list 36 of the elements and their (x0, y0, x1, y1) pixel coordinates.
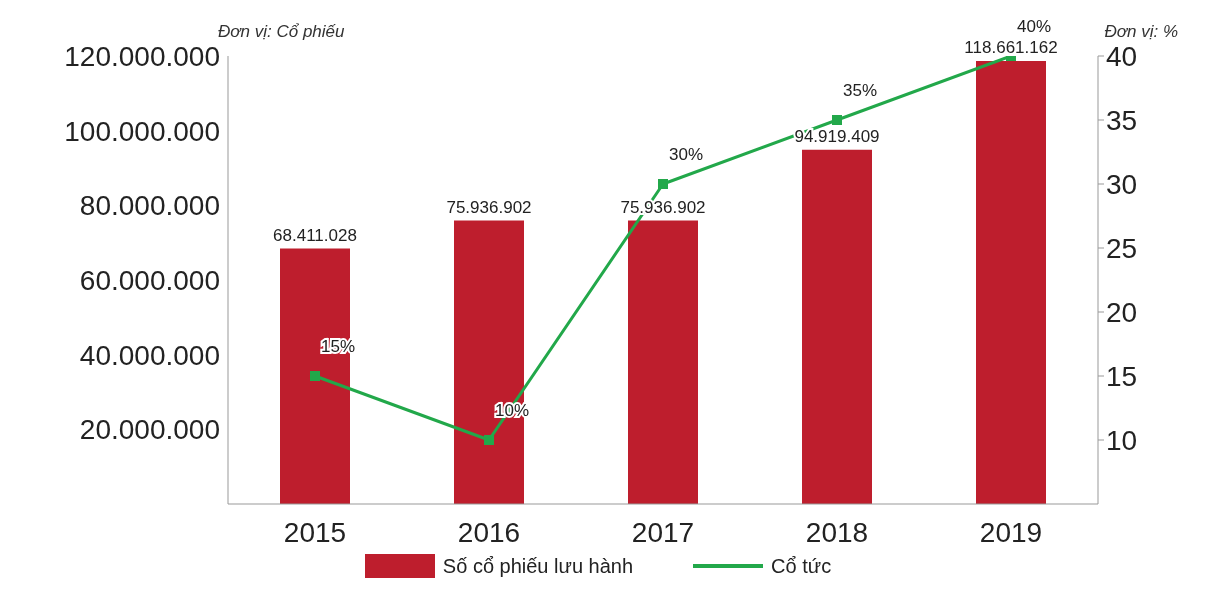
y-tick-label: 60.000.000 (79, 264, 220, 296)
y2-tick-label: 30 (1106, 168, 1138, 200)
data-label: 68.411.028 (273, 225, 357, 245)
bar (628, 220, 698, 504)
point (658, 179, 668, 189)
data-label: 30% (669, 145, 704, 164)
y2-tick-label: 15 (1106, 360, 1138, 392)
bar (802, 149, 872, 504)
data-label: 118.661.162 (964, 38, 1058, 57)
y-axis-title: Đơn vị: Cổ phiếu (218, 22, 345, 42)
y2-axis-title: Đơn vị: % (1104, 22, 1178, 42)
y-tick-label: 40.000.000 (79, 339, 220, 371)
y-tick-label: 80.000.000 (79, 190, 220, 222)
data-label: 75.936.902 (446, 197, 532, 217)
y-tick-label: 20.000.000 (79, 414, 220, 446)
bar (976, 61, 1046, 504)
point (832, 115, 842, 125)
point (484, 435, 494, 445)
x-tick-label: 2017 (631, 516, 695, 548)
y2-tick-label: 40 (1106, 40, 1138, 72)
data-label: 40% (1017, 17, 1052, 36)
legend-label: Cổ tức (771, 554, 832, 578)
y2-tick-label: 20 (1106, 296, 1138, 328)
y2-tick-label: 35 (1106, 104, 1138, 136)
x-tick-label: 2019 (979, 516, 1043, 548)
point (310, 371, 320, 381)
legend-label: Số cổ phiếu lưu hành (442, 554, 634, 578)
x-tick-label: 2015 (283, 516, 347, 548)
y-tick-label: 120.000.000 (64, 40, 220, 72)
x-tick-label: 2018 (805, 516, 869, 548)
data-label: 94.919.409 (794, 126, 880, 146)
y2-tick-label: 25 (1106, 232, 1138, 264)
data-label: 35% (843, 81, 878, 100)
y2-tick-label: 10 (1106, 424, 1138, 456)
y-tick-label: 100.000.000 (64, 115, 220, 147)
x-tick-label: 2016 (457, 516, 521, 548)
